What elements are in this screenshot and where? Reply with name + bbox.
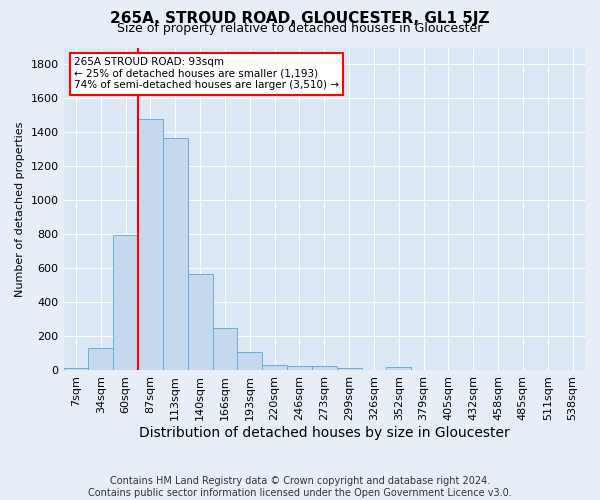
Text: Size of property relative to detached houses in Gloucester: Size of property relative to detached ho… — [118, 22, 482, 35]
Bar — [238, 352, 262, 370]
Bar — [113, 236, 138, 370]
Bar — [88, 348, 113, 370]
Text: Contains HM Land Registry data © Crown copyright and database right 2024.
Contai: Contains HM Land Registry data © Crown c… — [88, 476, 512, 498]
Y-axis label: Number of detached properties: Number of detached properties — [15, 122, 25, 296]
X-axis label: Distribution of detached houses by size in Gloucester: Distribution of detached houses by size … — [139, 426, 509, 440]
Bar — [312, 366, 337, 370]
Bar — [386, 368, 411, 370]
Bar — [337, 368, 362, 370]
Bar — [163, 138, 188, 370]
Bar — [138, 119, 163, 370]
Text: 265A, STROUD ROAD, GLOUCESTER, GL1 5JZ: 265A, STROUD ROAD, GLOUCESTER, GL1 5JZ — [110, 11, 490, 26]
Bar — [188, 274, 212, 370]
Bar — [212, 328, 238, 370]
Bar — [262, 364, 287, 370]
Bar — [64, 368, 88, 370]
Text: 265A STROUD ROAD: 93sqm
← 25% of detached houses are smaller (1,193)
74% of semi: 265A STROUD ROAD: 93sqm ← 25% of detache… — [74, 57, 339, 90]
Bar — [287, 366, 312, 370]
